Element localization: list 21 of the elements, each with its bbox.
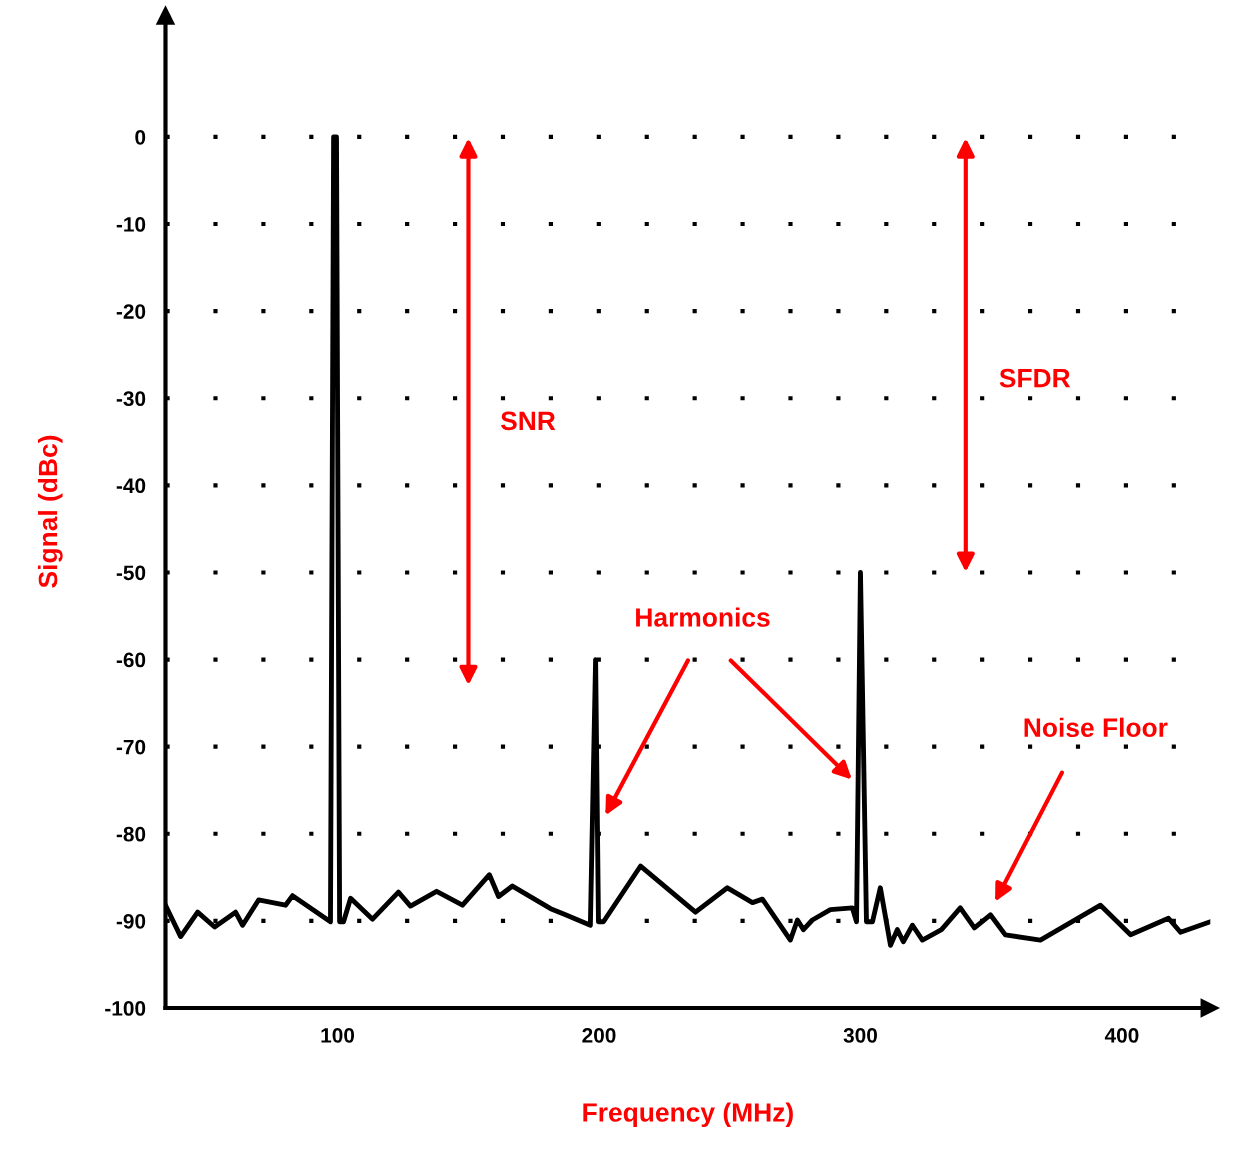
x-axis-title: Frequency (MHz) [583, 1102, 793, 1128]
annotation: Harmonics [636, 607, 770, 627]
y-tick-label: -70 [116, 739, 146, 755]
y-tick-label: -50 [116, 565, 146, 581]
annotation: Noise Floor [1024, 717, 1168, 738]
y-tick-label: -80 [116, 826, 146, 842]
y-tick-label: -10 [116, 217, 146, 232]
y-tick-label: 0 [135, 129, 146, 145]
y-tick-label: -90 [116, 913, 146, 929]
y-tick-label: -20 [116, 304, 146, 319]
x-tick-label: 100 [321, 1027, 355, 1043]
y-tick-label: -60 [116, 652, 146, 668]
annotation: SNR [500, 411, 556, 431]
x-tick-label: 300 [843, 1027, 877, 1043]
y-tick-label: -100 [105, 1001, 146, 1016]
x-tick-label: 400 [1104, 1027, 1139, 1043]
x-tick-label: 200 [582, 1027, 616, 1043]
y-tick-label: -30 [116, 391, 146, 407]
y-axis-title: Signal (dBc) [37, 435, 63, 588]
annotation: SFDR [999, 368, 1071, 388]
y-tick-label: -40 [116, 478, 146, 494]
